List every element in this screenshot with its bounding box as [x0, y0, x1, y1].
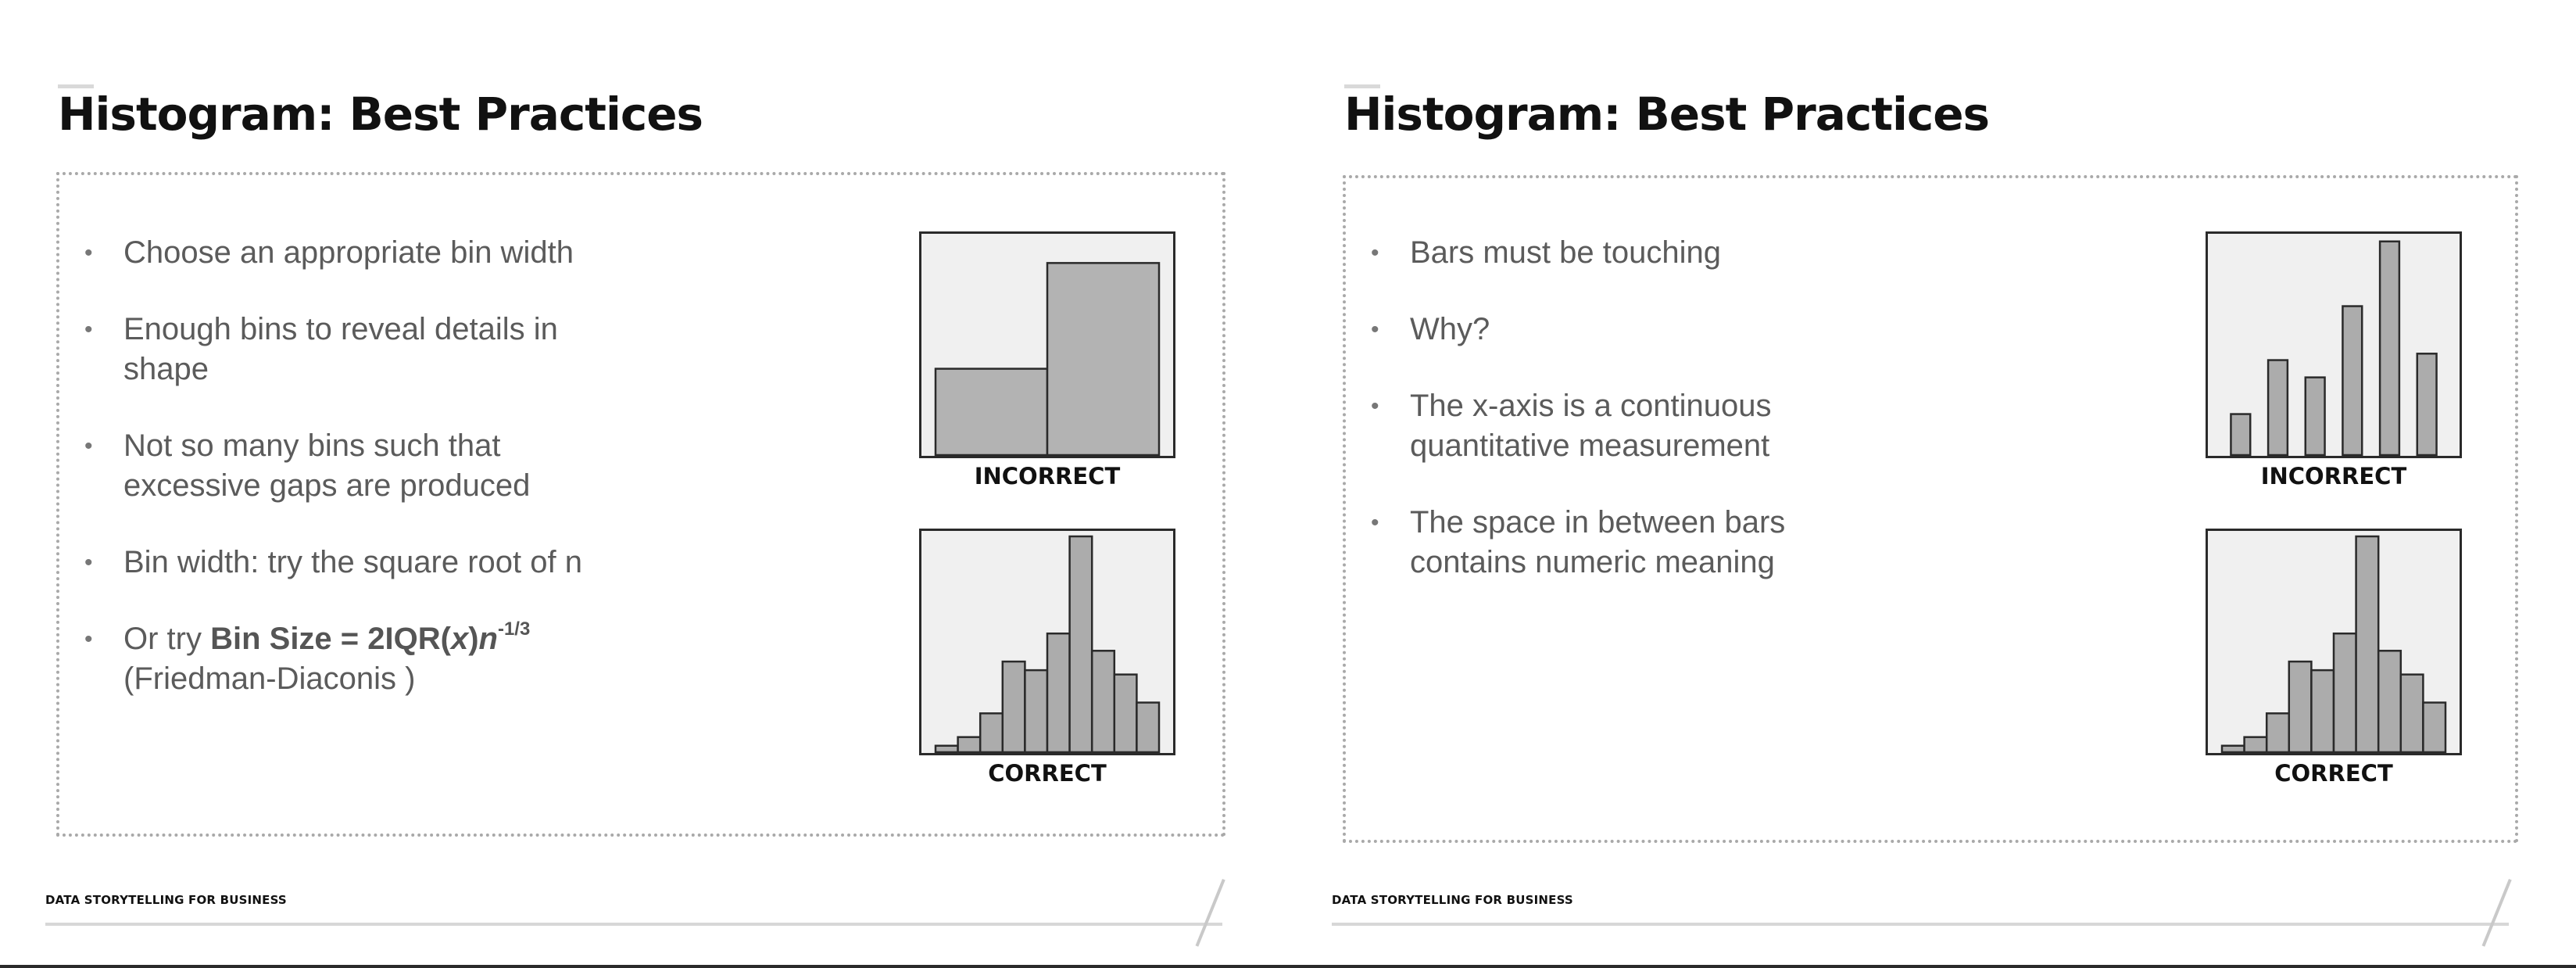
histogram-bar: [1001, 660, 1026, 753]
histogram-bar: [2377, 650, 2402, 753]
footer-slash: [2481, 879, 2512, 947]
bullet-text: Enough bins to reveal details in shape: [123, 312, 558, 386]
histogram-bar: [979, 712, 1004, 753]
slide-1: Histogram: Best Practices Choose an appr…: [0, 0, 1286, 966]
bullet-text: Choose an appropriate bin width: [123, 235, 574, 270]
chart-label-correct: CORRECT: [2274, 760, 2393, 787]
footer-text: DATA STORYTELLING FOR BUSINESS: [1332, 893, 1573, 907]
histogram-bar: [1024, 669, 1049, 753]
bullet-text: Or try: [123, 622, 211, 656]
title-accent: [58, 84, 94, 88]
content-frame: [1343, 175, 2518, 843]
chart-label-incorrect: INCORRECT: [974, 463, 1121, 489]
histogram-bar: [934, 744, 959, 753]
histogram-correct-svg: [934, 535, 1161, 753]
histogram-bar: [2422, 701, 2447, 753]
histogram-bar: [2378, 240, 2401, 456]
histogram-correct-svg: [2220, 535, 2447, 753]
histogram-bar: [2265, 712, 2291, 753]
slide-2: Histogram: Best Practices Bars must be t…: [1286, 0, 2573, 966]
histogram-bar: [2230, 413, 2252, 456]
bottom-edge: [0, 965, 2576, 968]
histogram-bar: [1068, 535, 1093, 753]
histogram-bar: [1046, 632, 1071, 753]
histogram-bar: [1136, 701, 1161, 753]
footer-line: [45, 923, 1222, 926]
histogram-bar: [2342, 305, 2363, 456]
histogram-incorrect: [919, 231, 1175, 458]
bullet-text: Not so many bins such that excessive gap…: [123, 428, 531, 503]
bullet-item: Or try Bin Size = 2IQR(x)n-1/3 (Friedman…: [81, 619, 753, 699]
histogram-incorrect-svg: [2230, 240, 2438, 456]
histogram-bar: [1090, 650, 1116, 753]
histogram-incorrect: [2206, 231, 2462, 458]
formula: Bin Size = 2IQR(x)n-1/3: [210, 620, 530, 657]
bullet-item: The space in between bars contains numer…: [1368, 503, 1848, 583]
histogram-correct: [2206, 529, 2462, 755]
bullet-item: Why?: [1368, 310, 2040, 350]
bullet-list: Bars must be touching Why? The x-axis is…: [1368, 233, 2040, 619]
bullet-text: The x-axis is a continuous quantitative …: [1410, 389, 1772, 463]
bullet-text: (Friedman-Diaconis ): [123, 661, 416, 696]
bullet-item: Bin width: try the square root of n: [81, 543, 753, 583]
histogram-bar: [2267, 359, 2289, 456]
histogram-bar: [2310, 669, 2335, 753]
histogram-incorrect-svg: [934, 262, 1161, 456]
histogram-bar: [2304, 376, 2326, 456]
histogram-bar: [2332, 632, 2357, 753]
footer-text: DATA STORYTELLING FOR BUSINESS: [45, 893, 287, 907]
bullet-item: Not so many bins such that excessive gap…: [81, 426, 592, 506]
histogram-bar: [957, 736, 982, 753]
bullet-text: Bin width: try the square root of n: [123, 545, 582, 579]
chart-label-incorrect: INCORRECT: [2260, 463, 2407, 489]
histogram-bar: [2355, 535, 2380, 753]
footer-line: [1332, 923, 2509, 926]
bullet-list: Choose an appropriate bin width Enough b…: [81, 233, 753, 736]
histogram-bar: [2243, 736, 2268, 753]
formula-exponent: -1/3: [497, 618, 531, 640]
bullet-text: Bars must be touching: [1410, 235, 1721, 270]
bullet-item: Enough bins to reveal details in shape: [81, 310, 608, 389]
title-accent: [1344, 84, 1380, 88]
formula-main: Bin Size = 2IQR(: [210, 622, 451, 656]
formula-x: x: [450, 622, 469, 656]
formula-n: n: [478, 622, 498, 656]
bullet-item: The x-axis is a continuous quantitative …: [1368, 386, 1848, 466]
slide-title: Histogram: Best Practices: [1344, 88, 1990, 141]
histogram-bar: [2399, 673, 2424, 753]
formula-close: ): [468, 622, 479, 656]
slide-title: Histogram: Best Practices: [58, 88, 703, 141]
histogram-bar: [934, 367, 1049, 456]
content-frame: [56, 172, 1225, 837]
histogram-bar: [1113, 673, 1138, 753]
histogram-bar: [1046, 262, 1161, 456]
bullet-item: Choose an appropriate bin width: [81, 233, 753, 273]
bullet-item: Bars must be touching: [1368, 233, 2040, 273]
chart-label-correct: CORRECT: [988, 760, 1107, 787]
histogram-correct: [919, 529, 1175, 755]
footer-slash: [1195, 879, 1225, 947]
histogram-bar: [2416, 353, 2438, 456]
bullet-text: Why?: [1410, 312, 1490, 346]
histogram-bar: [2220, 744, 2245, 753]
histogram-bar: [2288, 660, 2313, 753]
bullet-text: The space in between bars contains numer…: [1410, 505, 1786, 579]
